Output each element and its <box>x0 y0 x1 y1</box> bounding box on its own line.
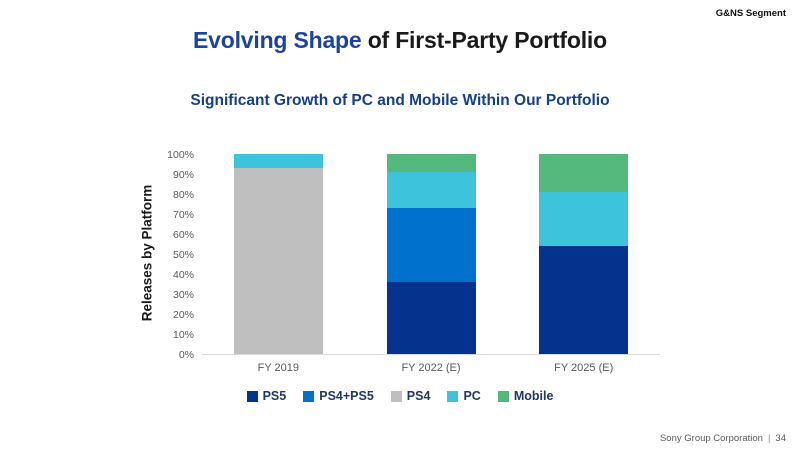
y-axis-ticks: 0% 10% 20% 30% 40% 50% 60% 70% 80% 90% 100% <box>130 149 194 361</box>
chart-legend: PS5 PS4+PS5 PS4 PC Mobile <box>0 389 800 403</box>
stacked-bar-fy-2019 <box>233 154 323 354</box>
legend-item-ps4: PS4 <box>390 389 431 403</box>
slide-title-accent: Evolving Shape <box>193 27 362 53</box>
x-tick-label: FY 2022 (E) <box>401 362 461 374</box>
bar-segment-pc <box>539 192 629 246</box>
y-tick-label: 90% <box>172 169 194 181</box>
y-tick-label: 100% <box>167 149 194 161</box>
bar-slot <box>202 154 355 354</box>
y-tick-label: 50% <box>172 249 194 261</box>
bar-segment-pc <box>386 172 476 208</box>
bar-segment-ps4 <box>233 168 323 354</box>
legend-label: PS4 <box>406 389 431 403</box>
x-tick-label: FY 2019 <box>257 362 300 374</box>
y-tick-label: 70% <box>172 209 194 221</box>
x-tick-label: FY 2025 (E) <box>554 362 614 374</box>
y-tick-label: 30% <box>172 289 194 301</box>
stacked-bar-plot <box>202 154 660 355</box>
x-axis-labels: FY 2019 FY 2022 (E) FY 2025 (E) <box>202 362 660 374</box>
bar-slot <box>507 154 660 354</box>
y-tick-label: 10% <box>172 329 194 341</box>
footer-company: Sony Group Corporation <box>659 433 763 444</box>
slide-subtitle: Significant Growth of PC and Mobile With… <box>190 92 610 109</box>
legend-swatch-icon <box>447 390 459 402</box>
legend-item-pc: PC <box>447 389 481 403</box>
legend-label: Mobile <box>513 389 554 403</box>
y-tick-label: 20% <box>172 309 194 321</box>
bar-segment-pc <box>233 154 323 168</box>
bar-segment-mobile <box>386 154 476 172</box>
y-tick-label: 40% <box>172 269 194 281</box>
legend-label: PS5 <box>262 389 287 403</box>
legend-swatch-icon <box>497 390 509 402</box>
bar-segment-ps4-ps5 <box>386 208 476 282</box>
legend-swatch-icon <box>303 390 315 402</box>
legend-item-mobile: Mobile <box>497 389 554 403</box>
y-tick-label: 80% <box>172 189 194 201</box>
legend-item-ps5: PS5 <box>246 389 287 403</box>
footer-page-number: 34 <box>775 433 786 444</box>
segment-tag: G&NS Segment <box>715 8 786 19</box>
slide-footer: Sony Group Corporation | 34 <box>660 433 786 444</box>
legend-swatch-icon <box>390 390 402 402</box>
bar-segment-ps5 <box>539 246 629 354</box>
legend-swatch-icon <box>246 390 258 402</box>
y-tick-label: 60% <box>172 229 194 241</box>
slide-title-rest: of First-Party Portfolio <box>361 27 607 53</box>
legend-label: PS4+PS5 <box>319 389 374 403</box>
bar-segment-mobile <box>539 154 629 192</box>
footer-separator: | <box>767 433 771 444</box>
slide-title: Evolving Shape of First-Party Portfolio <box>0 27 800 54</box>
legend-item-ps4-ps5: PS4+PS5 <box>303 389 374 403</box>
stacked-bar-fy-2025-e- <box>539 154 629 354</box>
legend-label: PC <box>463 389 481 403</box>
bar-segment-ps5 <box>386 282 476 354</box>
bar-slot <box>355 154 508 354</box>
y-tick-label: 0% <box>178 349 194 361</box>
stacked-bar-fy-2022-e- <box>386 154 476 354</box>
